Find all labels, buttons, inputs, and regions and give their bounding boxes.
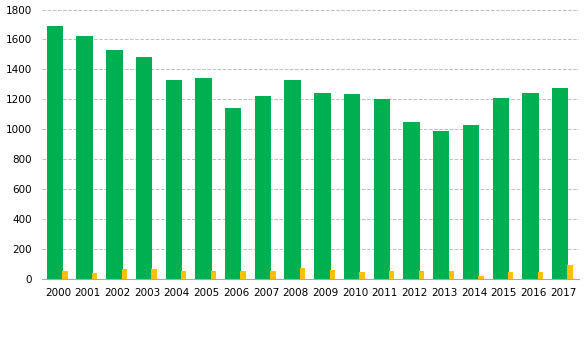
Bar	[552, 88, 568, 279]
Bar	[47, 26, 63, 279]
Bar	[211, 271, 216, 279]
Bar	[449, 271, 454, 279]
Bar	[344, 94, 360, 279]
Bar	[463, 125, 479, 279]
Bar	[314, 92, 331, 279]
Bar	[195, 78, 212, 279]
Bar	[330, 270, 335, 279]
Bar	[62, 271, 67, 279]
Bar	[136, 57, 152, 279]
Bar	[389, 271, 394, 279]
Bar	[493, 98, 509, 279]
Bar	[106, 50, 122, 279]
Bar	[522, 93, 539, 279]
Bar	[374, 99, 390, 279]
Bar	[152, 269, 157, 279]
Bar	[284, 80, 301, 279]
Bar	[433, 132, 449, 279]
Bar	[419, 271, 424, 279]
Bar	[567, 265, 573, 279]
Bar	[122, 269, 127, 279]
Bar	[166, 80, 182, 279]
Bar	[479, 275, 484, 279]
Bar	[270, 271, 276, 279]
Bar	[538, 272, 543, 279]
Bar	[508, 272, 513, 279]
Bar	[404, 122, 419, 279]
Bar	[254, 96, 271, 279]
Bar	[181, 271, 187, 279]
Bar	[359, 272, 364, 279]
Bar	[92, 273, 97, 279]
Bar	[77, 36, 93, 279]
Bar	[300, 268, 305, 279]
Bar	[240, 271, 246, 279]
Bar	[225, 107, 242, 279]
